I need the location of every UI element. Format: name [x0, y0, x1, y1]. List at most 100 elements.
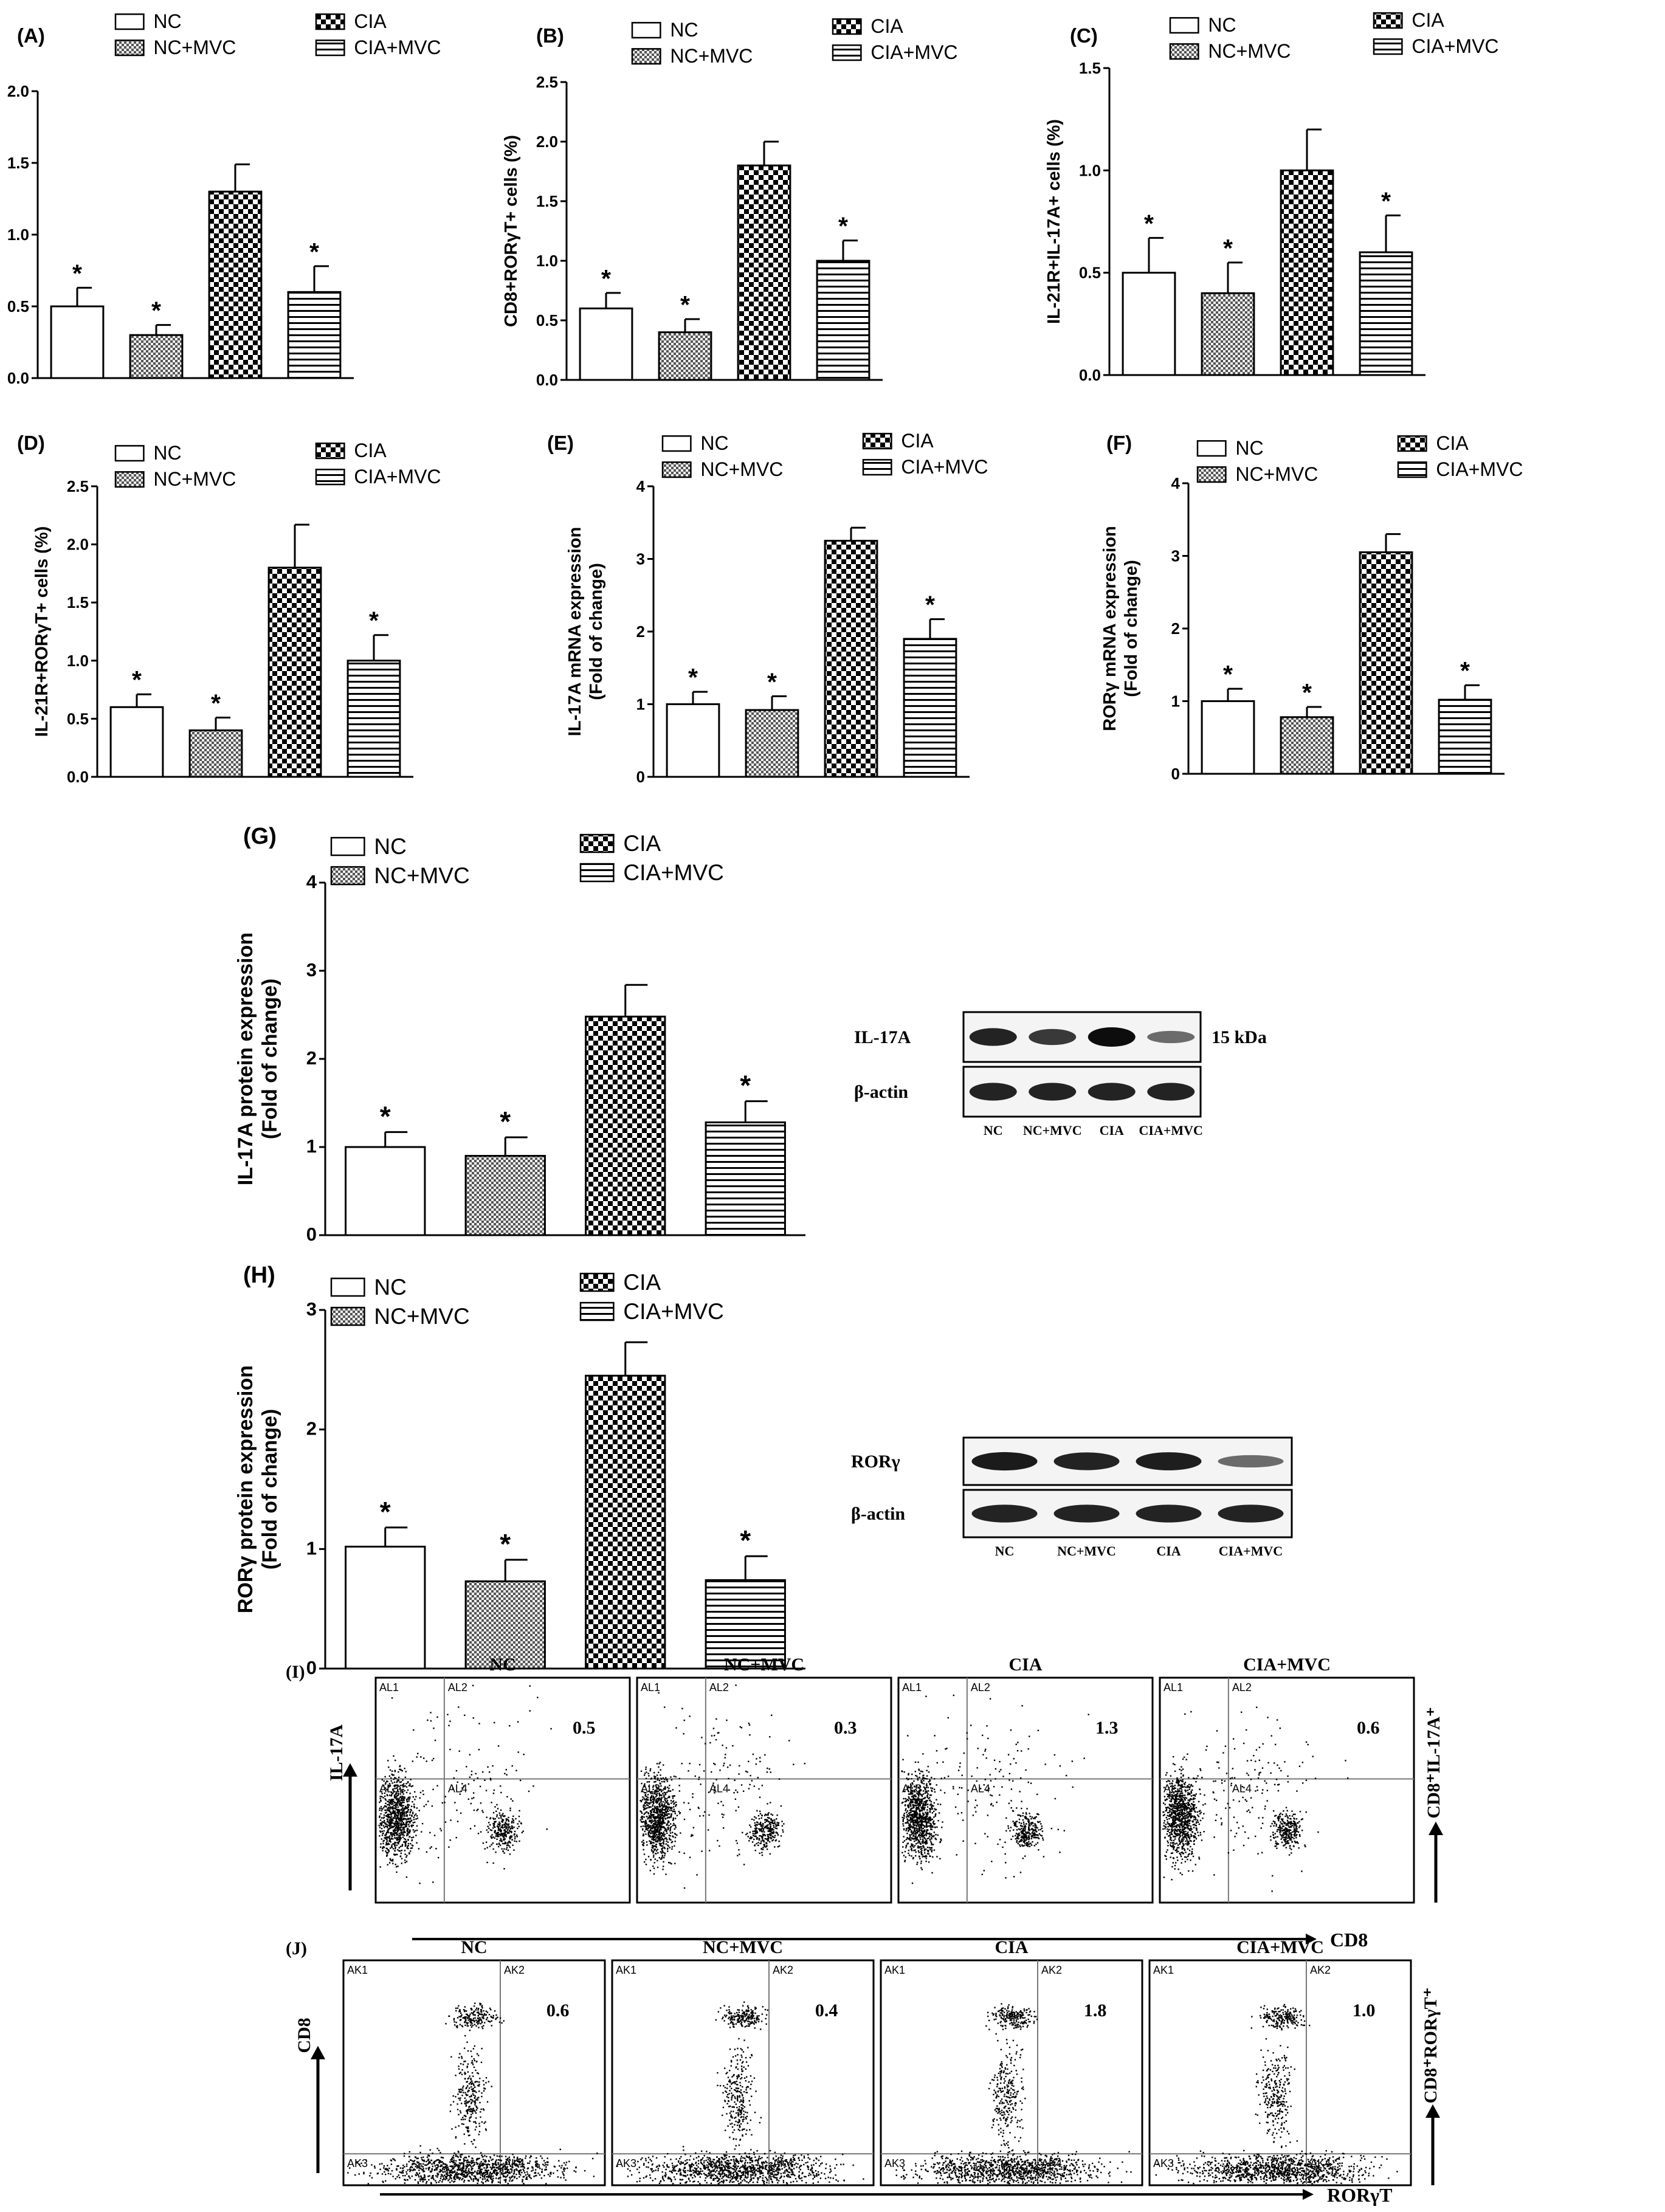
- flow-dot: [643, 1785, 645, 1788]
- flow-dot: [648, 1824, 650, 1826]
- flow-dot: [664, 1855, 666, 1857]
- flow-dot: [1190, 1785, 1192, 1787]
- flow-dot: [1190, 1835, 1192, 1838]
- flow-dot: [925, 1819, 926, 1821]
- flow-dot: [500, 1830, 502, 1833]
- flow-dot: [1167, 1842, 1169, 1844]
- flow-dot: [397, 1817, 399, 1819]
- flow-dot: [492, 1842, 494, 1844]
- flow-dot: [923, 1818, 925, 1820]
- flow-dot: [698, 1807, 700, 1810]
- flow-dot: [925, 1848, 927, 1850]
- flow-dot: [914, 1786, 916, 1788]
- flow-dot: [909, 1817, 912, 1819]
- flow-dot: [922, 1842, 924, 1844]
- flow-dot: [1016, 1829, 1018, 1831]
- flow-dot: [915, 1843, 917, 1845]
- flow-dot: [393, 1774, 395, 1776]
- flow-dot: [912, 1821, 914, 1823]
- flow-dot: [650, 1806, 652, 1808]
- significance-star: *: [767, 667, 777, 695]
- flow-dot: [749, 1831, 751, 1833]
- flow-dot: [433, 1728, 435, 1729]
- flow-dot: [654, 1822, 656, 1824]
- flow-dot: [655, 1811, 657, 1814]
- flow-dot: [909, 1793, 911, 1795]
- flow-dot: [503, 1837, 505, 1839]
- blot-band: [969, 1028, 1017, 1046]
- flow-dot: [663, 1815, 664, 1817]
- flow-dot: [644, 1825, 647, 1827]
- flow-dot: [929, 1779, 931, 1781]
- flow-dot: [713, 1762, 715, 1765]
- flow-dot: [926, 1824, 928, 1826]
- blot-band: [1029, 1083, 1077, 1101]
- flow-dot: [660, 1810, 661, 1812]
- flow-dot: [646, 1811, 648, 1813]
- flow-dot: [655, 1817, 657, 1820]
- flow-dot: [661, 1807, 663, 1810]
- flow-dot: [1163, 1814, 1165, 1816]
- flow-dot: [1024, 1817, 1026, 1819]
- flow-dot: [388, 1827, 391, 1830]
- flow-dot: [650, 1849, 653, 1851]
- flow-dot: [506, 1796, 508, 1798]
- flow-dot: [750, 1774, 751, 1777]
- blot-band: [1088, 1027, 1136, 1047]
- flow-dot: [920, 1810, 922, 1812]
- flow-dot: [915, 1801, 917, 1803]
- flow-dot: [984, 1750, 986, 1752]
- flow-dot: [487, 1766, 489, 1768]
- flow-dot: [399, 1788, 401, 1790]
- flow-dot: [720, 1800, 722, 1803]
- flow-dot: [395, 1822, 397, 1825]
- flow-dot: [1032, 1833, 1034, 1835]
- flow-dot: [667, 1790, 669, 1793]
- flow-dot: [650, 1814, 652, 1817]
- flow-dot: [496, 1804, 498, 1806]
- flow-dot: [391, 1799, 393, 1800]
- flow-dot: [1030, 1842, 1032, 1844]
- flow-dot: [762, 1847, 764, 1849]
- flow-dot: [915, 1796, 917, 1797]
- flow-dot: [902, 1819, 904, 1822]
- flow-dot: [947, 1717, 949, 1719]
- flow-dot: [916, 1801, 918, 1803]
- flow-dot: [1016, 1838, 1018, 1839]
- flow-dot: [1164, 1825, 1166, 1828]
- flow-dot: [503, 1835, 506, 1837]
- flow-dot: [1026, 1831, 1028, 1833]
- flow-dot: [931, 1807, 932, 1808]
- flow-dot: [911, 1819, 913, 1821]
- flow-dot: [1173, 1804, 1175, 1806]
- flow-dot: [1197, 1821, 1199, 1823]
- flow-dot: [912, 1856, 914, 1859]
- flow-dot: [739, 1726, 742, 1728]
- flow-dot: [1173, 1832, 1176, 1835]
- blot-band: [971, 1504, 1038, 1523]
- flow-dot: [669, 1828, 672, 1830]
- flow-dot: [406, 1833, 408, 1835]
- flow-dot: [497, 1835, 498, 1836]
- flow-dot: [658, 1819, 660, 1821]
- flow-dot: [911, 1850, 913, 1852]
- flow-dot: [1192, 1855, 1194, 1858]
- flow-dot: [392, 1834, 394, 1836]
- flow-dot: [494, 1817, 497, 1820]
- flow-dot: [441, 1802, 444, 1804]
- flow-dot: [1032, 1828, 1034, 1830]
- flow-dot: [663, 1816, 664, 1817]
- y-tick-label: 2.0: [536, 133, 558, 151]
- flow-dot: [1176, 1779, 1178, 1782]
- flow-dot: [675, 1804, 677, 1806]
- flow-dot: [399, 1838, 401, 1841]
- flow-dot: [1016, 1841, 1018, 1843]
- flow-dot: [649, 1768, 652, 1770]
- flow-dot: [933, 1816, 935, 1818]
- flow-dot: [1176, 1830, 1178, 1833]
- flow-dot: [642, 1828, 644, 1830]
- flow-dot: [651, 1791, 653, 1793]
- flow-dot: [644, 1794, 646, 1796]
- flow-dot: [405, 1799, 408, 1800]
- flow-dot: [1020, 1825, 1022, 1827]
